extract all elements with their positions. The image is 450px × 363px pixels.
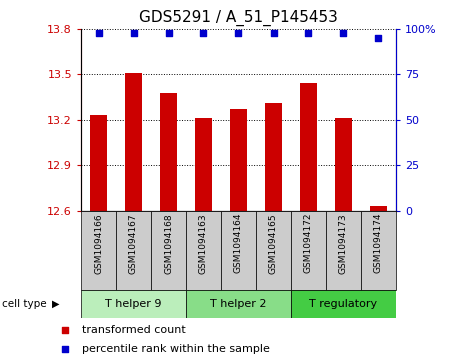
FancyBboxPatch shape: [116, 211, 151, 290]
Text: GSM1094165: GSM1094165: [269, 213, 278, 274]
Point: [95, 30, 102, 36]
Text: GSM1094168: GSM1094168: [164, 213, 173, 274]
Title: GDS5291 / A_51_P145453: GDS5291 / A_51_P145453: [139, 10, 338, 26]
Text: GSM1094172: GSM1094172: [304, 213, 313, 273]
FancyBboxPatch shape: [81, 211, 116, 290]
FancyBboxPatch shape: [221, 211, 256, 290]
Point: [62, 327, 69, 333]
Bar: [335, 118, 352, 211]
Text: GSM1094163: GSM1094163: [199, 213, 208, 274]
Text: GSM1094173: GSM1094173: [339, 213, 348, 274]
Bar: [230, 109, 247, 211]
Point: [340, 30, 347, 36]
Point: [270, 30, 277, 36]
Point: [165, 30, 172, 36]
Text: T helper 9: T helper 9: [105, 299, 162, 309]
Text: percentile rank within the sample: percentile rank within the sample: [82, 344, 270, 354]
Text: GSM1094167: GSM1094167: [129, 213, 138, 274]
FancyBboxPatch shape: [186, 290, 291, 318]
Text: ▶: ▶: [52, 299, 59, 309]
Point: [200, 30, 207, 36]
Bar: [160, 93, 177, 211]
Point: [130, 30, 137, 36]
Point: [62, 346, 69, 352]
FancyBboxPatch shape: [361, 211, 396, 290]
Point: [235, 30, 242, 36]
FancyBboxPatch shape: [81, 290, 186, 318]
Bar: [195, 118, 212, 211]
Text: T regulatory: T regulatory: [310, 299, 378, 309]
Bar: [265, 103, 282, 211]
Text: GSM1094166: GSM1094166: [94, 213, 103, 274]
Text: cell type: cell type: [2, 299, 47, 309]
Bar: [125, 73, 142, 211]
Text: GSM1094164: GSM1094164: [234, 213, 243, 273]
Bar: [90, 115, 107, 211]
Text: T helper 2: T helper 2: [210, 299, 267, 309]
FancyBboxPatch shape: [151, 211, 186, 290]
FancyBboxPatch shape: [326, 211, 361, 290]
FancyBboxPatch shape: [186, 211, 221, 290]
Bar: [300, 83, 317, 211]
Text: transformed count: transformed count: [82, 325, 186, 335]
FancyBboxPatch shape: [291, 211, 326, 290]
Point: [375, 35, 382, 41]
FancyBboxPatch shape: [291, 290, 396, 318]
FancyBboxPatch shape: [256, 211, 291, 290]
Text: GSM1094174: GSM1094174: [374, 213, 383, 273]
Bar: [370, 206, 387, 211]
Point: [305, 30, 312, 36]
